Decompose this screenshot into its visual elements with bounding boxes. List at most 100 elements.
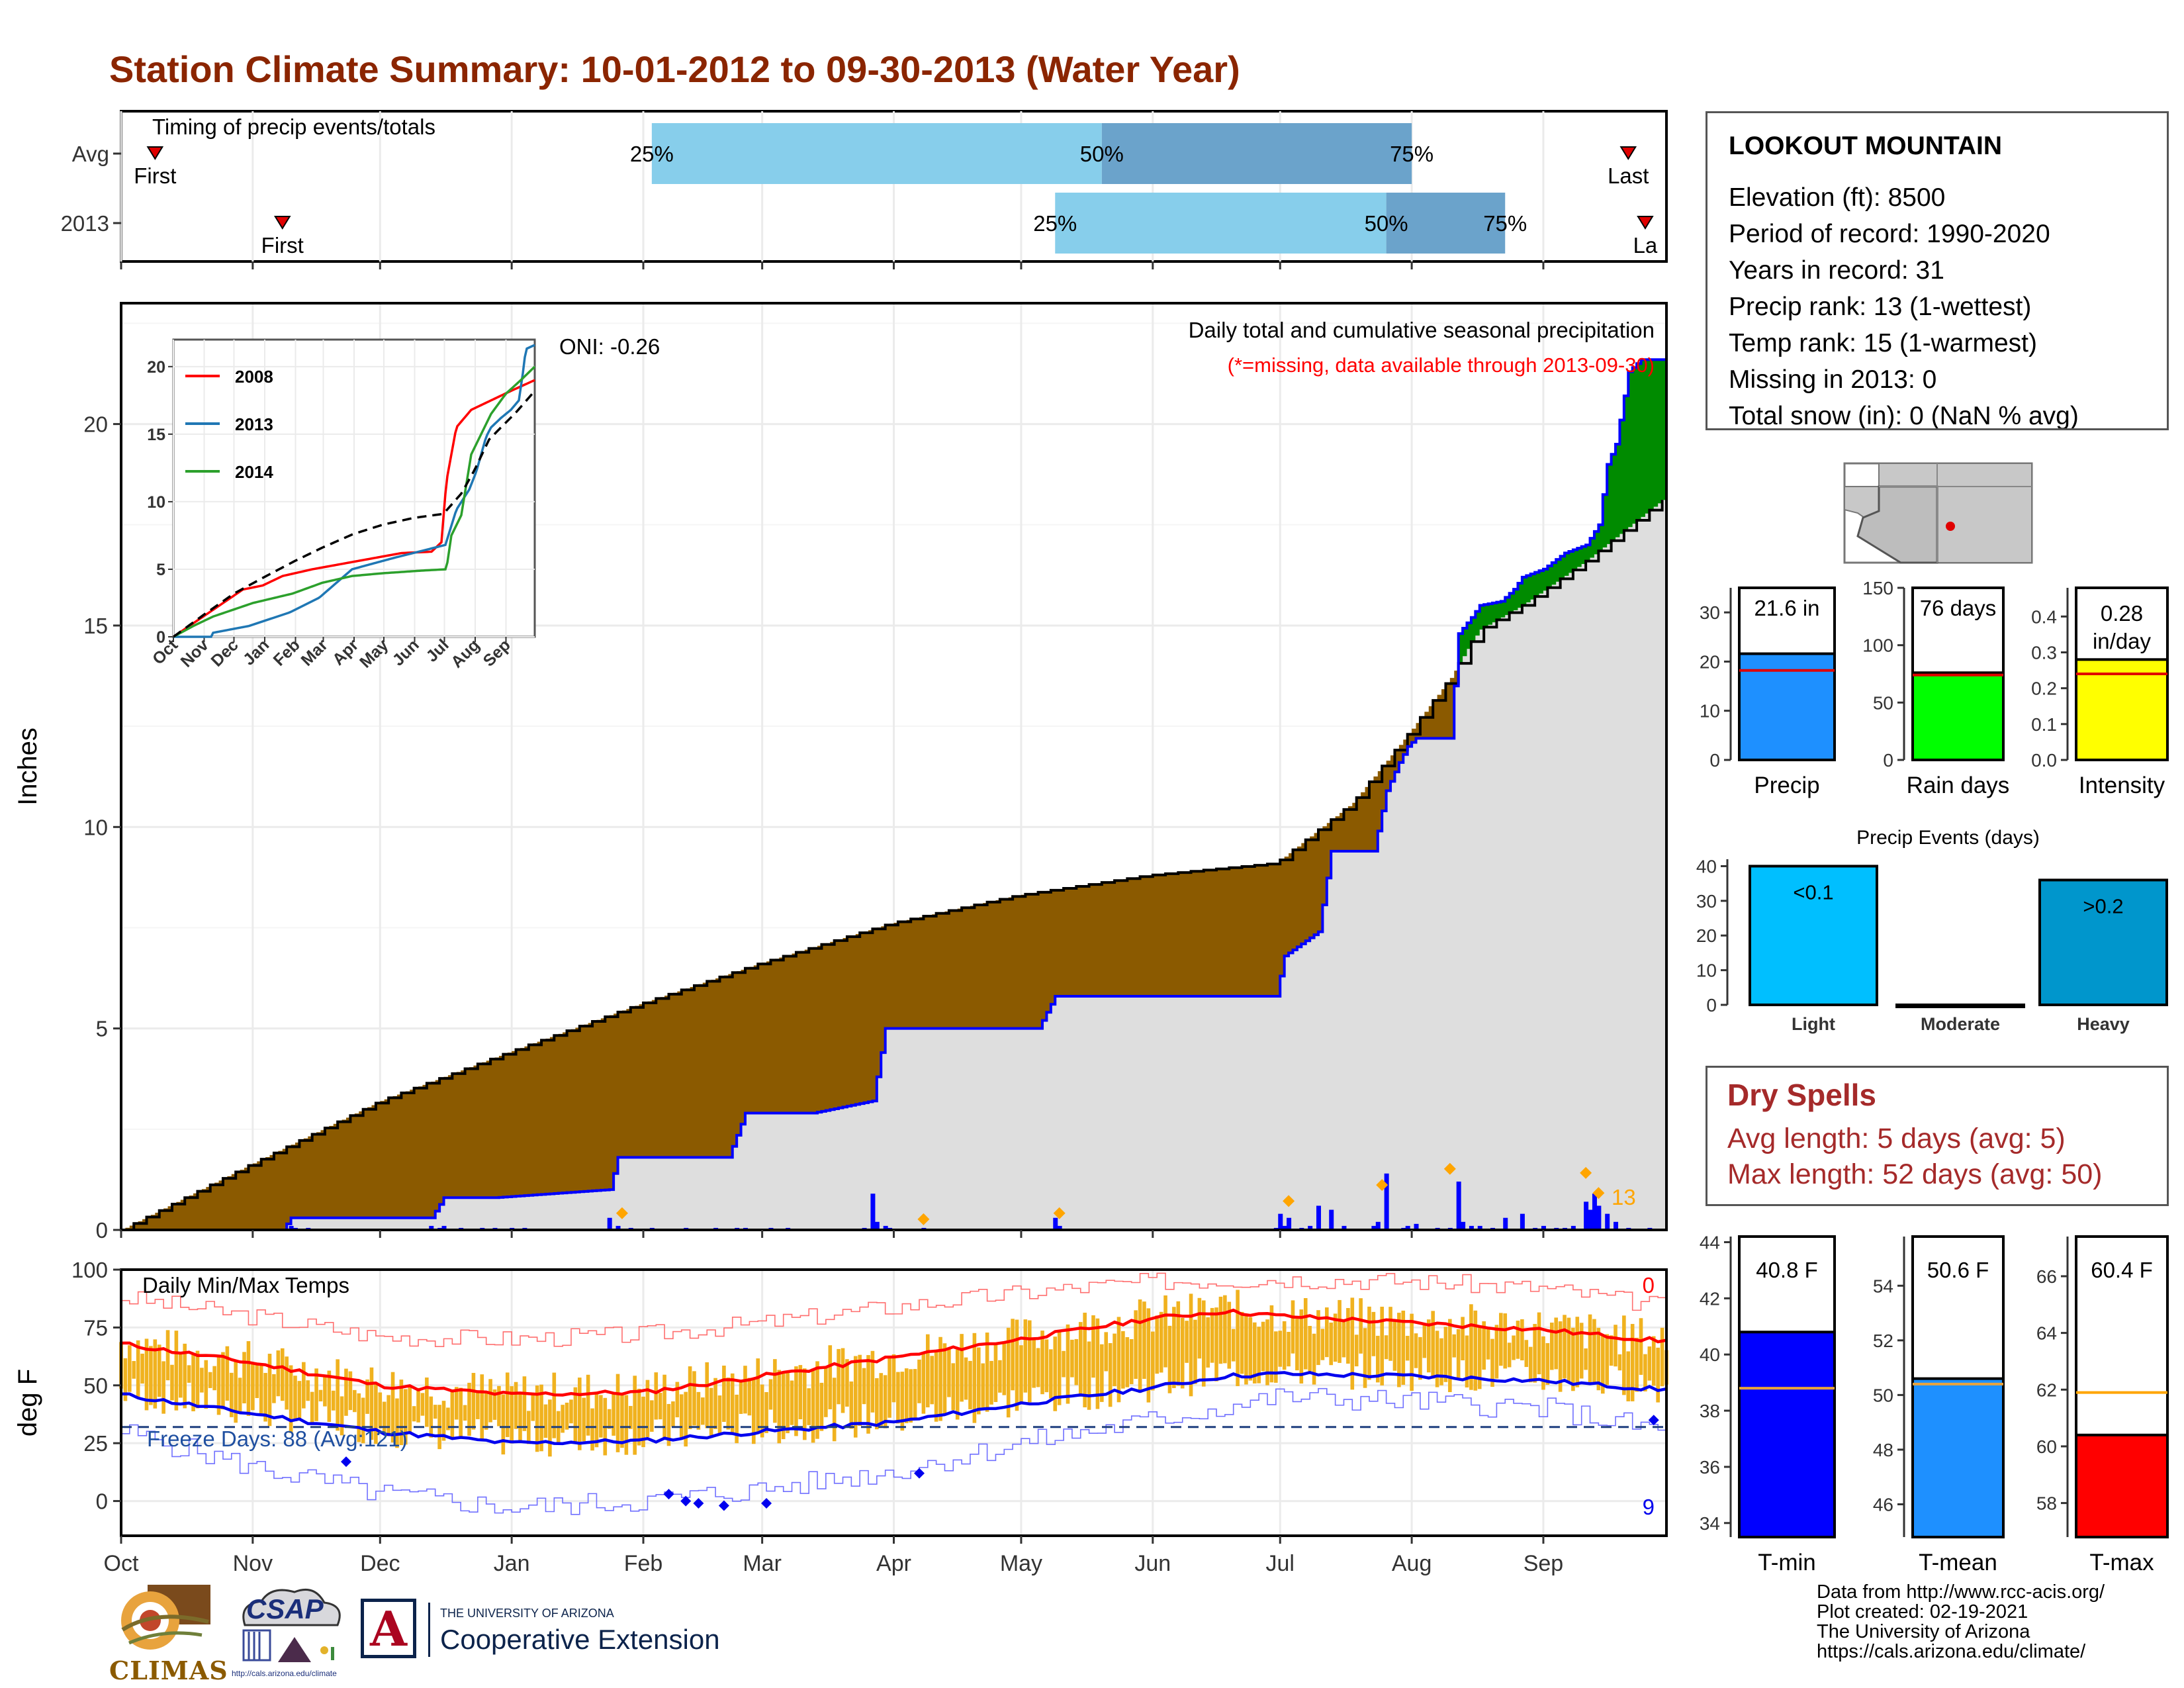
daily-temp-range-bar xyxy=(505,1372,510,1437)
daily-temp-range-bar xyxy=(1095,1318,1100,1409)
daily-temp-range-bar xyxy=(1100,1344,1104,1402)
daily-temp-range-bar xyxy=(866,1355,870,1434)
month-tick-label: Jan xyxy=(494,1551,530,1576)
record-low-marker xyxy=(718,1500,729,1511)
daily-temp-range-bar xyxy=(1426,1319,1431,1373)
daily-precip-bar xyxy=(1414,1223,1419,1230)
extreme-event-marker xyxy=(1443,1162,1456,1175)
daily-temp-range-bar xyxy=(1558,1321,1563,1392)
daily-temp-range-bar xyxy=(666,1403,671,1446)
record-max-count: 0 xyxy=(1643,1273,1655,1297)
daily-temp-range-bar xyxy=(1325,1307,1329,1358)
t-max-bar xyxy=(2075,1433,2169,1538)
daily-temp-range-bar xyxy=(701,1397,705,1425)
month-tick-label: Mar xyxy=(743,1551,782,1576)
daily-temp-range-bar xyxy=(1584,1348,1588,1370)
daily-precip-bar xyxy=(1456,1181,1461,1230)
daily-temp-range-bar xyxy=(1643,1354,1647,1391)
daily-temp-range-bar xyxy=(735,1394,739,1444)
daily-temp-range-bar xyxy=(688,1366,692,1429)
rain-days-y-tick-label: 50 xyxy=(1873,692,1893,713)
dry-spells-max: Max length: 52 days (avg: 50) xyxy=(1727,1158,2103,1190)
daily-temp-range-bar xyxy=(1231,1329,1236,1362)
daily-temp-range-bar xyxy=(263,1373,267,1422)
daily-temp-range-bar xyxy=(1443,1327,1448,1382)
daily-temp-range-bar xyxy=(518,1392,522,1442)
daily-precip-bar xyxy=(1596,1205,1602,1230)
daily-temp-range-bar xyxy=(492,1389,497,1420)
main-y-tick-label: 0 xyxy=(96,1218,108,1243)
daily-precip-bar xyxy=(1342,1225,1347,1230)
dry-spells-title: Dry Spells xyxy=(1727,1078,1876,1112)
daily-temp-range-bar xyxy=(327,1370,332,1423)
t-max-y-tick-label: 64 xyxy=(2036,1323,2057,1344)
footer-plot-created: Plot created: 02-19-2021 xyxy=(1817,1601,2028,1622)
daily-temp-range-bar xyxy=(926,1334,930,1408)
timing-bar-50-75 xyxy=(1101,123,1412,184)
daily-temp-range-bar xyxy=(1494,1325,1499,1379)
daily-temp-range-bar xyxy=(340,1396,344,1436)
station-missing: Missing in 2013: 0 xyxy=(1729,365,1937,394)
daily-temp-range-bar xyxy=(1040,1331,1044,1395)
precip-event-category-label: Light xyxy=(1792,1014,1835,1034)
footer-credits: Data from http://www.rcc-acis.org/ Plot … xyxy=(1817,1582,2105,1662)
intensity-y-tick-label: 0.3 xyxy=(2031,643,2057,663)
month-tick-label: Sep xyxy=(1524,1551,1564,1576)
daily-temp-range-bar xyxy=(1044,1339,1049,1393)
temp-y-tick-label: 25 xyxy=(83,1431,108,1456)
daily-temp-range-bar xyxy=(1180,1317,1185,1389)
daily-temp-range-bar xyxy=(1507,1342,1512,1368)
daily-temp-range-bar xyxy=(887,1356,891,1418)
record-low-marker xyxy=(340,1456,351,1468)
inset-legend-label: 2014 xyxy=(235,462,273,482)
precip-events-y-tick-label: 30 xyxy=(1696,891,1717,912)
daily-temp-range-bar xyxy=(1363,1328,1367,1388)
daily-temp-range-bar xyxy=(1193,1319,1197,1384)
daily-temp-range-bar xyxy=(993,1342,998,1402)
daily-temp-range-bar xyxy=(1435,1331,1439,1387)
daily-temp-range-bar xyxy=(1592,1319,1596,1384)
daily-precip-bar xyxy=(1520,1213,1525,1230)
daily-temp-range-bar xyxy=(781,1372,786,1440)
daily-temp-range-bar xyxy=(450,1391,455,1439)
daily-temp-range-bar xyxy=(1070,1339,1074,1378)
t-max-y-tick-label: 60 xyxy=(2036,1436,2057,1457)
daily-temp-range-bar xyxy=(429,1396,433,1438)
extreme-event-marker xyxy=(917,1213,930,1225)
t-max-value-label: 60.4 F xyxy=(2091,1258,2153,1282)
t-min-y-tick-label: 38 xyxy=(1700,1401,1720,1421)
daily-temp-range-bar xyxy=(522,1376,527,1431)
daily-temp-range-bar xyxy=(1482,1321,1486,1370)
daily-temp-range-bar xyxy=(594,1391,599,1448)
daily-temp-range-bar xyxy=(382,1401,387,1434)
t-min-y-tick-label: 36 xyxy=(1700,1457,1720,1477)
daily-precip-bar xyxy=(1588,1209,1593,1230)
daily-temp-range-bar xyxy=(1567,1317,1571,1382)
daily-temp-range-bar xyxy=(658,1393,662,1420)
daily-precip-bar xyxy=(874,1221,880,1230)
daily-temp-range-bar xyxy=(225,1346,230,1401)
daily-temp-range-bar xyxy=(488,1379,492,1423)
daily-temp-range-bar xyxy=(1240,1311,1244,1374)
daily-temp-range-bar xyxy=(1431,1311,1435,1379)
temp-y-tick-label: 75 xyxy=(83,1315,108,1340)
daily-precip-bar xyxy=(1375,1221,1381,1230)
station-period: Period of record: 1990-2020 xyxy=(1729,220,2050,248)
daily-temp-range-bar xyxy=(1473,1310,1478,1391)
rain-days-value-label: 76 days xyxy=(1920,596,1997,620)
daily-temp-range-bar xyxy=(569,1399,573,1424)
daily-temp-range-bar xyxy=(1575,1317,1580,1387)
daily-temp-range-bar xyxy=(891,1354,896,1403)
daily-temp-range-bar xyxy=(314,1368,318,1421)
month-tick-label: Dec xyxy=(360,1551,400,1576)
precip-total-category-label: Precip xyxy=(1754,773,1819,798)
daily-temp-range-bar xyxy=(1605,1334,1609,1385)
daily-precip-bar xyxy=(441,1225,447,1230)
daily-temp-range-bar xyxy=(484,1391,488,1430)
last-event-marker xyxy=(1619,146,1637,160)
daily-temp-range-bar xyxy=(1533,1324,1537,1383)
daily-temp-range-bar xyxy=(1244,1316,1248,1385)
daily-temp-range-bar xyxy=(1422,1324,1427,1358)
daily-temp-range-bar xyxy=(420,1393,425,1416)
main-y-tick-label: 15 xyxy=(83,614,108,638)
